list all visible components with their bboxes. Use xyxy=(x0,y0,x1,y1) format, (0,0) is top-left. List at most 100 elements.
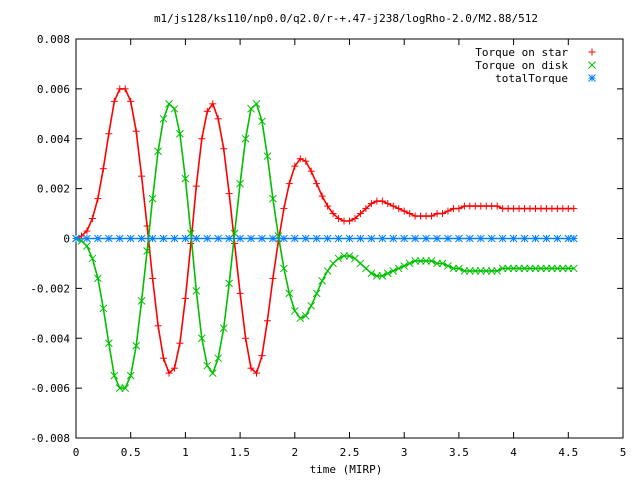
legend-label: totalTorque xyxy=(495,72,568,85)
y-tick-label: -0.004 xyxy=(30,332,70,345)
x-tick-label: 4 xyxy=(510,446,517,459)
y-tick: -0.002 xyxy=(30,282,623,295)
y-tick: -0.004 xyxy=(30,332,623,345)
data-point xyxy=(290,234,299,243)
x-tick: 0 xyxy=(73,39,79,459)
x-tick: 1.5 xyxy=(230,39,250,459)
data-point xyxy=(94,195,102,203)
data-point xyxy=(428,212,436,220)
data-point xyxy=(126,371,135,380)
data-point xyxy=(400,207,408,215)
data-point xyxy=(329,210,337,218)
x-tick-label: 4.5 xyxy=(558,446,578,459)
data-point xyxy=(269,194,277,203)
data-point xyxy=(433,259,441,268)
data-point xyxy=(345,252,354,260)
legend-marker xyxy=(588,48,596,56)
y-tick-label: 0.002 xyxy=(37,183,70,196)
data-point xyxy=(192,182,200,190)
data-point xyxy=(176,129,184,138)
data-point xyxy=(340,252,348,260)
data-point xyxy=(542,234,551,243)
data-point xyxy=(422,234,430,243)
data-point xyxy=(372,272,381,280)
x-tick: 3 xyxy=(401,39,408,459)
y-tick-label: 0.006 xyxy=(37,83,70,96)
data-point xyxy=(160,354,168,362)
data-point xyxy=(335,215,343,223)
data-point xyxy=(105,130,113,138)
x-tick: 4 xyxy=(510,39,517,459)
data-point xyxy=(132,127,140,135)
data-point xyxy=(498,234,507,243)
y-tick-label: 0.004 xyxy=(37,133,70,146)
data-point xyxy=(115,384,124,392)
y-tick: 0.002 xyxy=(37,183,623,196)
data-point xyxy=(231,239,239,247)
data-point xyxy=(104,339,113,348)
data-point xyxy=(378,234,387,243)
data-point xyxy=(520,234,529,243)
y-tick: -0.008 xyxy=(30,432,623,445)
data-point xyxy=(455,264,463,273)
data-point xyxy=(214,115,222,123)
data-point xyxy=(242,334,250,342)
data-point xyxy=(170,364,178,372)
data-point xyxy=(252,99,261,108)
data-point xyxy=(356,210,364,218)
data-point xyxy=(269,234,277,243)
x-tick: 1 xyxy=(182,39,189,459)
data-point xyxy=(110,97,118,105)
data-point xyxy=(181,234,190,243)
data-point xyxy=(324,202,332,210)
data-point xyxy=(504,264,512,273)
data-point xyxy=(296,314,305,323)
y-axis: -0.008 -0.006 -0.004 -0.002 0 0.002 0.004 0.006… xyxy=(30,33,623,445)
data-point xyxy=(159,114,168,123)
data-point xyxy=(427,257,436,265)
data-point xyxy=(99,165,107,173)
data-point xyxy=(247,364,255,372)
data-point xyxy=(148,234,157,243)
data-point xyxy=(394,264,403,273)
data-point xyxy=(198,135,206,143)
data-point xyxy=(406,210,414,218)
x-tick-label: 2.5 xyxy=(340,446,360,459)
data-point xyxy=(362,205,370,213)
data-point xyxy=(531,264,540,273)
data-point xyxy=(301,234,310,243)
data-point xyxy=(334,254,343,263)
data-point xyxy=(493,202,501,210)
data-point xyxy=(258,352,266,360)
data-point xyxy=(241,134,250,143)
x-axis: 0 0.5 1 1.5 2 2.5 3 3.5 4 4.5 5 xyxy=(73,39,626,459)
data-point xyxy=(192,287,201,295)
data-point xyxy=(312,289,321,298)
data-point xyxy=(258,117,266,126)
data-point xyxy=(520,264,529,273)
y-tick-label: 0.008 xyxy=(37,33,70,46)
data-point xyxy=(569,264,578,273)
data-point xyxy=(220,145,228,153)
data-point xyxy=(318,277,327,285)
x-tick: 4.5 xyxy=(558,39,578,459)
legend-label: Torque on star xyxy=(475,46,568,59)
data-point xyxy=(83,242,91,250)
chart-title: m1/js128/ks110/np0.0/q2.0/r-+.47-j238/lo… xyxy=(154,12,538,25)
data-point xyxy=(323,267,332,275)
data-point xyxy=(203,361,212,370)
series-0 xyxy=(72,85,578,377)
data-point xyxy=(318,192,326,200)
data-point xyxy=(214,354,223,363)
series-line xyxy=(75,102,574,389)
y-tick: 0.006 xyxy=(37,83,623,96)
data-point xyxy=(438,259,447,268)
data-point xyxy=(476,267,485,275)
legend-label: Torque on disk xyxy=(475,59,568,72)
data-point xyxy=(509,234,518,243)
data-point xyxy=(121,85,129,93)
data-point xyxy=(280,234,288,243)
data-point xyxy=(290,306,299,315)
data-point xyxy=(553,234,562,243)
data-point xyxy=(564,264,573,273)
